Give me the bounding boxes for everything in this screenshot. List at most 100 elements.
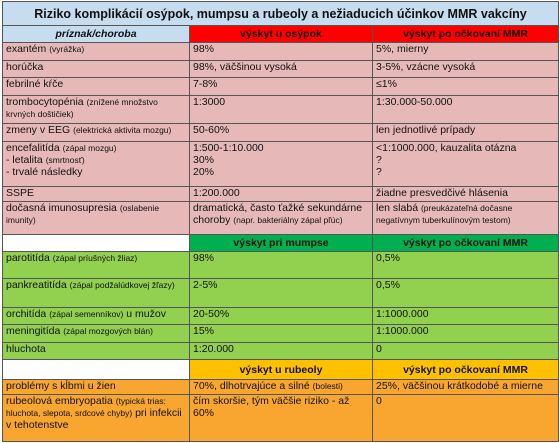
cell-text: 2-5% bbox=[193, 279, 218, 292]
cell-line: 0 bbox=[376, 343, 555, 356]
cell-line: 98% bbox=[193, 44, 369, 56]
cell-text: dočasná imunosupresia bbox=[6, 202, 120, 215]
column-header: príznak/choroba bbox=[2, 25, 190, 43]
data-row: zmeny v EEG (elektrická aktivita mozgu) 5… bbox=[2, 123, 559, 142]
table-cell: 15% bbox=[189, 324, 373, 343]
cell-text: - letalita bbox=[6, 154, 46, 166]
table-cell: 1:30.000-50.000 bbox=[372, 95, 559, 124]
cell-text: dramatická, často ťažké sekundárne choro… bbox=[193, 202, 363, 227]
cell-text: 1:1000.000 bbox=[376, 308, 429, 321]
cell-text: ? bbox=[376, 166, 382, 178]
cell-line: dočasná imunosupresia (oslabenie imunity… bbox=[6, 202, 186, 227]
cell-line: ? bbox=[376, 154, 555, 166]
column-header: výskyt po očkovaní MMR bbox=[372, 234, 559, 252]
table-cell: 5%, mierny bbox=[372, 42, 559, 61]
table-cell: pankreatitída (zápal podžalúdkovej žľazy… bbox=[2, 278, 190, 308]
cell-text: zmeny v EEG bbox=[6, 124, 74, 137]
cell-text: 0 bbox=[376, 343, 382, 356]
table-cell: rubeolová embryopatia (typická trias: hl… bbox=[2, 394, 190, 442]
cell-line: len slabá (preukázateľná dočasne negatív… bbox=[376, 202, 555, 227]
cell-line: - letalita (smrtnosť) bbox=[6, 154, 186, 166]
cell-note: (zápal podžalúdkovej žľazy) bbox=[69, 280, 175, 290]
table-cell: parotitída (zápal príušných žliaz) bbox=[2, 251, 190, 279]
table-cell: 0 bbox=[372, 342, 559, 360]
table-cell: encefalitída (zápal mozgu) - letalita (sm… bbox=[2, 141, 190, 187]
cell-line: hluchota bbox=[6, 344, 186, 356]
cell-text: 15% bbox=[193, 325, 215, 338]
table-cell: 98%, väčšinou vysoká bbox=[189, 60, 373, 78]
table-cell: 20-50% bbox=[189, 307, 373, 325]
cell-line: zmeny v EEG (elektrická aktivita mozgu) bbox=[6, 124, 186, 137]
table-cell: 98% bbox=[189, 251, 373, 279]
cell-text: žiadne presvedčivé hlásenia bbox=[376, 187, 508, 200]
table-cell: hluchota bbox=[2, 342, 190, 360]
cell-line: dramatická, často ťažké sekundárne choro… bbox=[193, 202, 369, 227]
table-cell: 98% bbox=[189, 42, 373, 61]
table-cell: 0,5% bbox=[372, 278, 559, 308]
cell-text: febrilné kŕče bbox=[6, 78, 64, 91]
cell-line: 98%, väčšinou vysoká bbox=[193, 61, 369, 74]
cell-line: 50-60% bbox=[193, 125, 369, 137]
cell-line: 70%, dlhotrvajúce a silné (bolesti) bbox=[193, 381, 369, 393]
cell-text: parotitída bbox=[6, 252, 53, 265]
cell-line: 1:30.000-50.000 bbox=[376, 96, 555, 109]
cell-text: 7-8% bbox=[193, 78, 218, 91]
cell-line: 2-5% bbox=[193, 279, 369, 292]
cell-text: 1:30.000-50.000 bbox=[376, 96, 453, 109]
cell-line: horúčka bbox=[6, 62, 186, 74]
cell-text: 30% bbox=[193, 154, 215, 166]
cell-text: čím skoršie, tým väčšie riziko - až 60% bbox=[193, 395, 350, 420]
cell-text: exantém bbox=[6, 43, 50, 56]
cell-line: 30% bbox=[193, 154, 369, 166]
table-cell: 2-5% bbox=[189, 278, 373, 308]
cell-note: (elektrická aktivita mozgu) bbox=[73, 125, 172, 135]
cell-line: 1:500-1:10.000 bbox=[193, 143, 369, 155]
data-row: parotitída (zápal príušných žliaz) 98% 0,5… bbox=[2, 251, 559, 279]
data-row: meningitída (zápal mozgových blán) 15% 1:1… bbox=[2, 324, 559, 343]
cell-text: trombocytopénia bbox=[6, 96, 87, 109]
table-cell: 0 bbox=[372, 394, 559, 442]
data-row: orchitída (zápal semenníkov) u mužov 20-5… bbox=[2, 307, 559, 325]
cell-line: orchitída (zápal semenníkov) u mužov bbox=[6, 308, 186, 321]
data-row: rubeolová embryopatia (typická trias: hl… bbox=[2, 394, 559, 442]
table-cell: 1:500-1:10.000 30% 20% bbox=[189, 141, 373, 187]
cell-note: (typická trias: hluchota, slepota, srdco… bbox=[6, 396, 166, 418]
cell-text: 20-50% bbox=[193, 308, 230, 321]
table-cell: 1:3000 bbox=[189, 95, 373, 124]
column-header: výskyt pri mumpse bbox=[189, 234, 373, 252]
cell-note: (smrtnosť) bbox=[45, 155, 85, 165]
cell-text: - trvalé následky bbox=[6, 166, 83, 178]
cell-line: - trvalé následky bbox=[6, 166, 186, 178]
cell-line: 1:1000.000 bbox=[376, 308, 555, 321]
section-header-row: výskyt pri mumpse výskyt po očkovaní MMR bbox=[2, 234, 559, 252]
cell-text: orchitída bbox=[6, 308, 50, 321]
cell-line: čím skoršie, tým väčšie riziko - až 60% bbox=[193, 395, 369, 420]
column-header: výskyt u rubeoly bbox=[189, 359, 373, 380]
cell-line: SSPE bbox=[6, 188, 186, 200]
cell-text: encefalitída bbox=[6, 142, 63, 155]
cell-note: (zápal mozgových blán) bbox=[63, 326, 153, 336]
table-cell: exantém (vyrážka) bbox=[2, 42, 190, 61]
cell-text: len slabá bbox=[376, 202, 421, 215]
table-cell: 3-5%, vzácne vysoká bbox=[372, 60, 559, 78]
table-title: Riziko komplikácií osýpok, mumpsu a rube… bbox=[2, 1, 559, 26]
cell-line: 1:1000.000 bbox=[376, 326, 555, 338]
cell-line: rubeolová embryopatia (typická trias: hl… bbox=[6, 396, 186, 432]
data-row: trombocytopénia (znížené množstvo krvnýc… bbox=[2, 95, 559, 124]
cell-line: 1:3000 bbox=[193, 97, 369, 109]
table-cell: 70%, dlhotrvajúce a silné (bolesti) bbox=[189, 379, 373, 395]
data-row: dočasná imunosupresia (oslabenie imunity… bbox=[2, 201, 559, 235]
table-cell: 50-60% bbox=[189, 123, 373, 142]
cell-text: 98%, väčšinou vysoká bbox=[193, 61, 297, 74]
column-header: výskyt po očkovaní MMR bbox=[372, 25, 559, 43]
table-cell: <1:1000.000, kauzalita otázna?? bbox=[372, 141, 559, 187]
cell-line: 1:200.000 bbox=[193, 188, 369, 200]
cell-note: (vyrážka) bbox=[49, 44, 85, 54]
cell-text: ≤1% bbox=[376, 78, 397, 91]
cell-text: 0,5% bbox=[376, 252, 400, 265]
data-row: problémy s kĺbmi u žien 70%, dlhotrvajúce… bbox=[2, 379, 559, 395]
cell-line: 7-8% bbox=[193, 78, 369, 91]
cell-line: trombocytopénia (znížené množstvo krvnýc… bbox=[6, 96, 186, 121]
blank-cell bbox=[2, 234, 190, 252]
table-cell: dramatická, často ťažké sekundárne choro… bbox=[189, 201, 373, 235]
